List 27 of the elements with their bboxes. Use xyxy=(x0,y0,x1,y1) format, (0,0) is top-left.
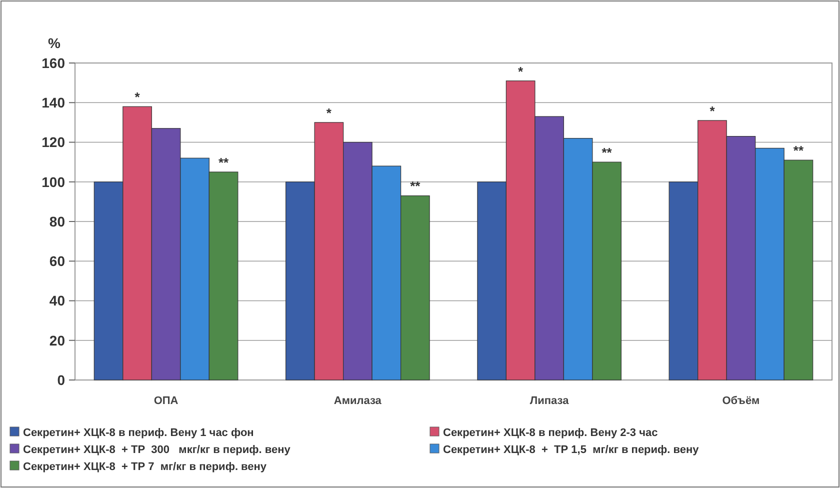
x-tick-label: Амилаза xyxy=(334,395,382,407)
y-tick-label: 40 xyxy=(49,292,66,309)
y-tick-label: 160 xyxy=(42,54,66,71)
data-label: * xyxy=(134,90,141,105)
legend-label: Секретин+ ХЦК-8 + ТР 300 мкг/кг в периф. вену xyxy=(23,444,292,456)
y-tick-label: 0 xyxy=(57,372,66,388)
data-label: ** xyxy=(410,178,422,194)
legend-label: Секретин+ ХЦК-8 в периф. Вену 1 час фон xyxy=(23,426,254,439)
x-tick-label: Объём xyxy=(722,395,760,407)
data-label: ** xyxy=(218,154,230,170)
y-tick-label: 60 xyxy=(49,253,66,270)
y-tick-label: 100 xyxy=(42,174,66,190)
x-tick-label: ОПА xyxy=(154,395,178,407)
data-label: * xyxy=(710,103,716,118)
y-axis-title: % xyxy=(48,35,61,51)
x-tick-label: Липаза xyxy=(530,395,570,407)
data-label: ** xyxy=(793,143,804,158)
y-tick-label: 120 xyxy=(42,134,66,150)
y-tick-label: 20 xyxy=(49,332,66,348)
data-label: ** xyxy=(602,145,613,160)
data-label: * xyxy=(326,105,332,120)
data-label: * xyxy=(518,64,524,79)
legend-label: Секретин+ ХЦК-8 + ТР 7 мг/кг в периф. вену xyxy=(23,460,268,473)
y-tick-label: 80 xyxy=(49,213,66,230)
legend-label: Секретин+ ХЦК-8 в периф. Вену 2-3 час xyxy=(443,426,658,439)
y-tick-label: 140 xyxy=(42,94,66,111)
legend-label: Секретин+ ХЦК-8 + ТР 1,5 мг/кг в периф. вену xyxy=(443,444,700,456)
